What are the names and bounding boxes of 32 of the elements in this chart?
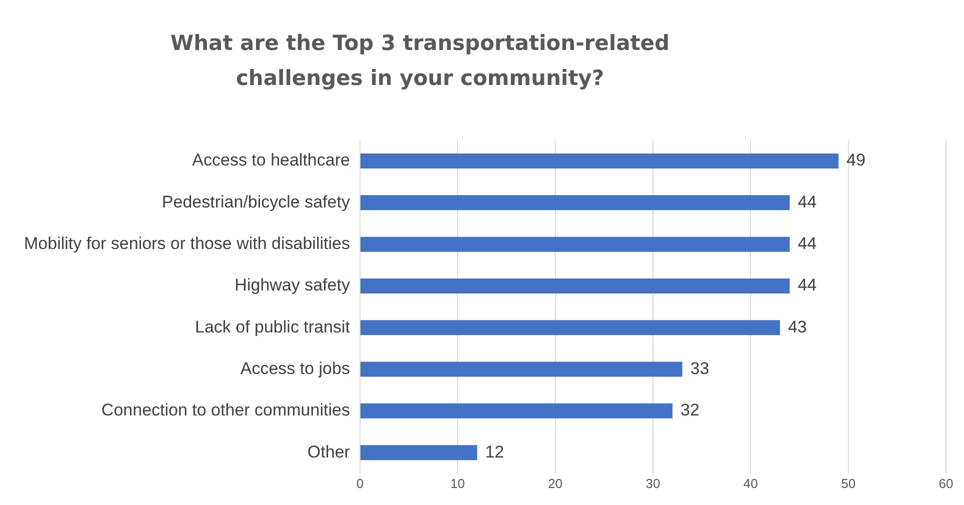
- x-tick-label: 20: [548, 476, 563, 491]
- bar: [360, 278, 790, 294]
- x-tick-label: 50: [841, 476, 856, 491]
- bar: [360, 195, 790, 210]
- y-tick-label: Access to jobs: [240, 358, 350, 378]
- y-tick-label: Pedestrian/bicycle safety: [162, 192, 350, 212]
- bar: [360, 362, 682, 377]
- data-label: 32: [680, 400, 700, 420]
- x-tick-label: 10: [450, 476, 465, 491]
- bar: [360, 236, 790, 252]
- y-tick-label: Other: [307, 442, 350, 462]
- data-label: 44: [798, 234, 817, 254]
- bar: [360, 154, 839, 169]
- y-tick-label: Lack of public transit: [194, 317, 350, 336]
- data-label: 49: [846, 150, 866, 170]
- chart-title: What are the Top 3 transportation-related challenges in your community?: [169, 30, 671, 92]
- data-label: 43: [788, 317, 807, 336]
- y-tick-label: Connection to other communities: [101, 400, 350, 420]
- data-label: 12: [485, 442, 504, 462]
- y-tick-label: Mobility for seniors or those with disabilities: [24, 234, 350, 254]
- data-label: 44: [798, 192, 817, 212]
- data-label: 33: [690, 358, 710, 378]
- bar: [360, 320, 780, 336]
- x-tick-label: 60: [938, 476, 954, 491]
- bar: [360, 403, 673, 418]
- data-label: 44: [798, 276, 817, 295]
- x-tick-label: 0: [356, 476, 364, 491]
- x-tick-label: 40: [743, 476, 758, 491]
- y-tick-label: Access to healthcare: [192, 150, 350, 170]
- y-tick-label: Highway safety: [234, 276, 350, 295]
- x-tick-label: 30: [646, 476, 660, 491]
- bar: [360, 445, 478, 460]
